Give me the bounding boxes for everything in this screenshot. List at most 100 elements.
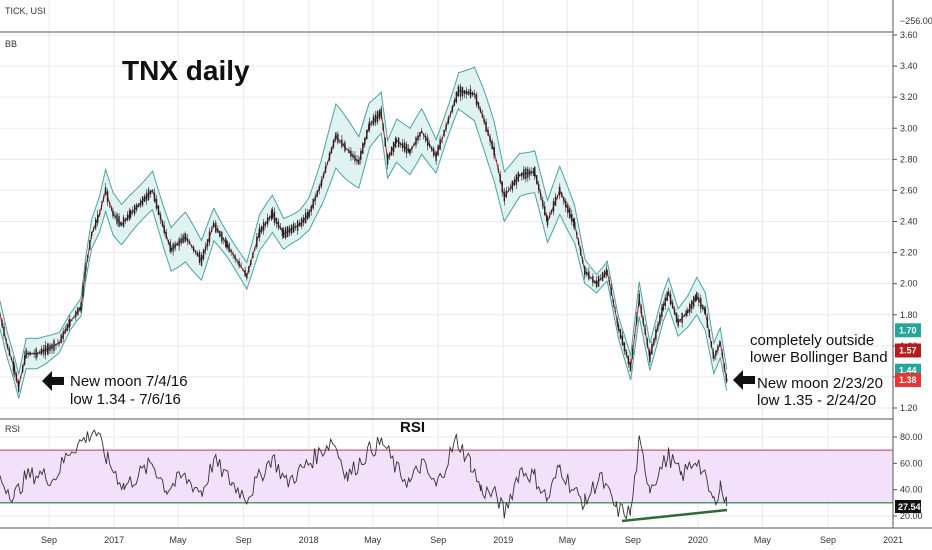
- price-point: [282, 233, 285, 235]
- price-point: [662, 306, 665, 308]
- candle-body: [122, 217, 125, 228]
- candle-body: [501, 181, 503, 193]
- candle-body: [467, 91, 470, 95]
- candle-body: [75, 311, 77, 318]
- candle-body: [439, 139, 441, 150]
- candle-body: [190, 245, 193, 247]
- candle-body: [42, 348, 45, 354]
- rsi-divergence-line: [621, 508, 728, 523]
- candle-body: [455, 92, 458, 103]
- candle-body: [159, 214, 162, 220]
- price-point: [13, 368, 16, 370]
- candle-body: [133, 204, 136, 214]
- candle-body: [174, 243, 176, 249]
- time-axis-label: Sep: [41, 535, 57, 545]
- candle-body: [8, 349, 11, 356]
- candle-body: [40, 348, 43, 355]
- time-axis-label: Sep: [236, 535, 252, 545]
- candle-body: [497, 168, 499, 171]
- candle-body: [372, 116, 375, 126]
- candle-body: [35, 348, 37, 359]
- candle-body: [453, 100, 456, 106]
- candle-body: [328, 152, 331, 161]
- candle-body: [437, 145, 439, 156]
- price-axis-label: 2.20: [900, 248, 918, 258]
- candle-body: [592, 276, 594, 284]
- candle-body: [312, 198, 314, 209]
- price-point: [36, 352, 39, 355]
- price-point: [258, 231, 261, 234]
- candle-body: [238, 261, 240, 267]
- time-axis-label: Sep: [625, 535, 641, 545]
- candle-body: [621, 335, 624, 346]
- price-point: [713, 357, 715, 360]
- candle-body: [277, 221, 280, 228]
- candle-body: [567, 204, 569, 214]
- candle-body: [565, 200, 567, 208]
- candle-body: [31, 353, 33, 355]
- candle-body: [390, 147, 393, 156]
- candle-body: [536, 175, 538, 184]
- candle-body: [286, 226, 289, 238]
- candle-body: [612, 299, 614, 303]
- candle-body: [143, 195, 146, 202]
- candle-body: [675, 313, 678, 323]
- candle-body: [523, 169, 525, 179]
- candle-body: [599, 278, 602, 280]
- candle-body: [55, 343, 57, 346]
- candle-body: [594, 280, 596, 283]
- price-badge-box: [895, 343, 921, 358]
- candle-body: [155, 198, 158, 209]
- candle-body: [82, 285, 84, 297]
- candle-body: [465, 90, 468, 95]
- candle-body: [479, 108, 482, 113]
- price-point: [58, 341, 60, 344]
- tick-pane: TICK, USI −256.00: [0, 6, 932, 33]
- candle-body: [131, 210, 134, 213]
- candle-body: [194, 250, 197, 253]
- price-axis-label: 2.40: [900, 217, 918, 227]
- price-badge-value: 1.44: [899, 366, 917, 376]
- candle-body: [219, 230, 221, 237]
- time-axis-label: 2020: [688, 535, 708, 545]
- price-point: [200, 259, 203, 262]
- candle-body: [33, 352, 35, 355]
- price-point: [686, 310, 689, 313]
- candle-body: [290, 225, 293, 234]
- bollinger-lower-line: [0, 107, 728, 399]
- candle-body: [362, 143, 364, 154]
- rsi-axis[interactable]: 20.00 40.00 60.00 80.00: [893, 432, 923, 521]
- candle-body: [270, 210, 273, 220]
- candle-body: [397, 137, 400, 147]
- candle-body: [411, 147, 413, 149]
- price-point: [320, 181, 323, 184]
- candle-body: [96, 214, 99, 223]
- candle-body: [610, 287, 612, 295]
- time-axis[interactable]: Sep 2017 May Sep 2018 May Sep 2019 May Sep 2020 May…: [41, 535, 903, 545]
- candle-body: [304, 212, 307, 223]
- band-annotation-line1: completely outside: [750, 332, 874, 349]
- candle-body: [597, 276, 600, 287]
- candle-body: [561, 192, 563, 198]
- candle-body: [715, 350, 717, 356]
- candle-body: [275, 218, 278, 224]
- candle-body: [302, 217, 305, 223]
- candle-body: [192, 246, 195, 251]
- candle-body: [481, 114, 484, 118]
- candle-body: [653, 338, 655, 345]
- candle-body: [87, 254, 89, 258]
- rsi-axis-label: 40.00: [900, 485, 923, 495]
- rsi-series-line: [0, 429, 728, 520]
- candle-body: [608, 280, 610, 283]
- price-point: [420, 130, 423, 133]
- candle-body: [182, 235, 184, 244]
- candle-body: [511, 180, 514, 191]
- price-point: [503, 195, 506, 198]
- candle-body: [469, 88, 472, 98]
- price-pane: BB TNX daily New moon 7/4/16 low 1.34 - …: [0, 39, 888, 409]
- candle-body: [114, 215, 116, 217]
- candle-body: [605, 268, 608, 276]
- price-point: [357, 161, 360, 164]
- candle-body: [723, 363, 725, 369]
- candle-body: [366, 129, 368, 140]
